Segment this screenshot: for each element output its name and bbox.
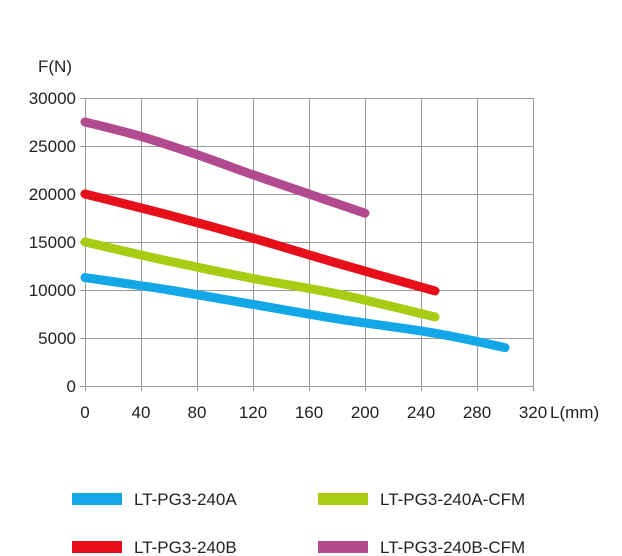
series-line-lt-pg3-240a-cfm <box>80 237 440 322</box>
y-axis-title: F(N) <box>38 57 72 76</box>
legend-item-lt-pg3-240a: LT-PG3-240A <box>72 490 237 509</box>
legend-label: LT-PG3-240A-CFM <box>380 490 525 509</box>
x-tick-label: 280 <box>463 403 491 422</box>
series-line-lt-pg3-240a <box>80 273 510 353</box>
series-line-lt-pg3-240b-cfm <box>80 117 370 218</box>
legend-item-lt-pg3-240b: LT-PG3-240B <box>72 538 237 556</box>
x-axis-title: L(mm) <box>550 403 599 422</box>
series-lines <box>80 117 510 353</box>
y-tick-label: 5000 <box>38 329 76 348</box>
legend-item-lt-pg3-240a-cfm: LT-PG3-240A-CFM <box>318 490 525 509</box>
x-tick-label: 80 <box>188 403 207 422</box>
x-tick-label: 240 <box>407 403 435 422</box>
x-tick-label: 120 <box>239 403 267 422</box>
y-tick-label: 25000 <box>29 137 76 156</box>
legend-label: LT-PG3-240A <box>134 490 237 509</box>
y-tick-label: 20000 <box>29 185 76 204</box>
x-tick-label: 320 <box>519 403 547 422</box>
x-tick-label: 200 <box>351 403 379 422</box>
legend-label: LT-PG3-240B-CFM <box>380 538 525 556</box>
legend: LT-PG3-240A LT-PG3-240A-CFM LT-PG3-240B LT-… <box>72 490 525 556</box>
tick-labels: 0 5000 10000 15000 20000 25000 30000 0 40 80 120 16… <box>29 89 547 422</box>
legend-swatch <box>72 493 122 505</box>
y-tick-label: 0 <box>67 377 76 396</box>
y-tick-label: 10000 <box>29 281 76 300</box>
legend-swatch <box>72 541 122 553</box>
y-tick-label: 15000 <box>29 233 76 252</box>
legend-swatch <box>318 541 368 553</box>
legend-swatch <box>318 493 368 505</box>
legend-label: LT-PG3-240B <box>134 538 237 556</box>
series-line-lt-pg3-240b <box>80 189 440 296</box>
x-tick-label: 160 <box>295 403 323 422</box>
y-tick-label: 30000 <box>29 89 76 108</box>
x-tick-label: 0 <box>80 403 89 422</box>
legend-item-lt-pg3-240b-cfm: LT-PG3-240B-CFM <box>318 538 525 556</box>
x-tick-label: 40 <box>132 403 151 422</box>
